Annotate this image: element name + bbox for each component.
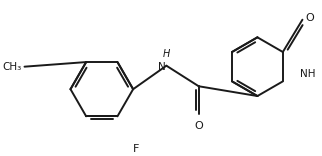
Text: O: O	[305, 13, 314, 23]
Text: NH: NH	[300, 68, 316, 78]
Text: N: N	[158, 62, 166, 72]
Text: H: H	[163, 49, 170, 59]
Text: O: O	[194, 120, 203, 131]
Text: F: F	[133, 144, 139, 154]
Text: CH₃: CH₃	[2, 62, 22, 72]
